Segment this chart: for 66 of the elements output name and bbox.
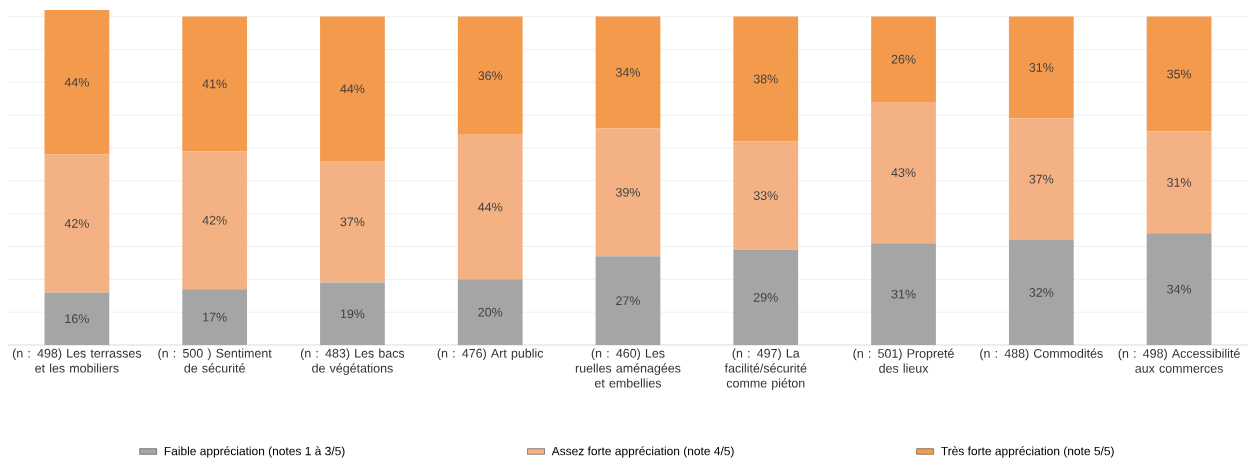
x-tick-label: (n : 498) Accessibilité aux commerces [1118,348,1240,373]
bar [44,10,110,155]
bar [871,16,936,102]
bar [320,161,385,283]
bar [1146,131,1212,234]
legend-label: Faible appréciation (notes 1 à 3/5) [164,446,345,458]
bar [44,154,110,293]
bar [44,292,110,345]
data-label: 36% [478,71,503,81]
x-tick-label: (n : 488) Commodités [980,348,1103,361]
bar [595,16,661,129]
bar [457,16,523,135]
bar [457,134,523,280]
data-label: 17% [203,312,227,322]
bar [733,16,799,142]
bar [1146,233,1212,345]
bar [1008,239,1074,345]
x-tick-label: (n : 497) La facilité/sécurité comme piéton [724,348,807,391]
bar [182,151,248,290]
data-label: 31% [1167,178,1192,187]
x-tick-label: (n : 500 ) Sentiment de sécurité [158,348,272,373]
x-tick-label: (n : 483) Les bacs de végétations [300,348,405,376]
data-label: 44% [478,202,503,212]
x-tick-label: (n : 460) Les ruelles aménagées et embellies [575,348,681,388]
bar [320,16,385,162]
data-label: 31% [1029,63,1054,72]
data-label: 44% [340,84,365,94]
data-label: 20% [478,307,503,317]
legend-label: Assez forte appréciation (note 4/5) [551,446,734,458]
data-label: 42% [202,215,227,225]
data-label: 44% [64,77,89,87]
data-label: 16% [65,314,89,324]
bar [733,249,799,345]
data-label: 29% [753,292,778,302]
data-label: 34% [1167,284,1192,294]
x-tick-label: (n : 476) Art public [437,348,544,361]
data-label: 41% [202,79,227,89]
bar [595,128,661,257]
data-label: 31% [891,289,916,299]
data-label: 34% [616,68,640,77]
x-tick-label: (n : 501) Propreté des lieux [853,348,954,373]
data-label: 38% [753,74,778,84]
bar [1008,16,1074,119]
bar [1146,16,1212,132]
x-tick-label: (n : 498) Les terrasses et les mobiliers [12,348,142,373]
data-label: 42% [64,219,89,228]
bar [457,279,523,345]
data-label: 37% [340,217,365,227]
data-label: 43% [891,168,916,177]
bar [871,101,936,244]
bar [595,256,661,345]
bar [733,141,799,250]
data-label: 33% [753,191,778,200]
data-label: 39% [616,187,640,197]
bar [871,243,936,345]
bar [1008,118,1074,240]
bar [182,16,248,152]
bar [320,282,385,345]
data-label: 27% [616,296,640,306]
bar [182,289,248,345]
data-label: 19% [340,309,365,319]
data-label: 32% [1029,288,1054,297]
legend-label: Très forte appréciation (note 5/5) [941,446,1114,458]
data-label: 37% [1029,174,1054,184]
data-label: 35% [1167,69,1192,79]
data-label: 26% [891,54,916,64]
